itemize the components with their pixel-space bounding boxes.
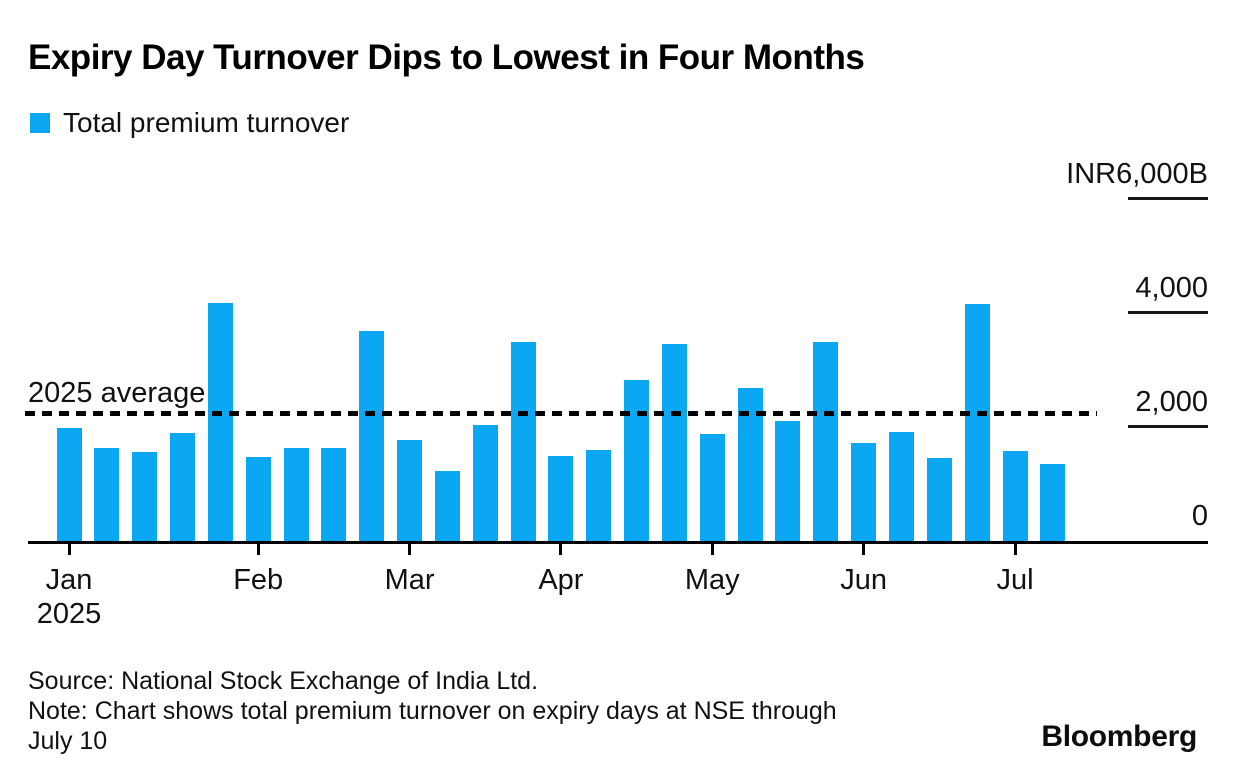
y-axis-label: INR6,000B (1066, 158, 1208, 190)
bar (813, 341, 839, 541)
y-axis-tick (1128, 425, 1208, 428)
source-note: Source: National Stock Exchange of India… (28, 666, 837, 756)
month-label: Feb (233, 564, 284, 596)
bar (964, 304, 990, 541)
chart-title: Expiry Day Turnover Dips to Lowest in Fo… (28, 38, 865, 77)
bar (624, 380, 650, 541)
y-axis-label: 4,000 (1135, 272, 1208, 304)
y-axis-label: 0 (1191, 500, 1208, 532)
average-line-label: 2025 average (28, 377, 206, 410)
bar (472, 424, 498, 541)
bar (207, 302, 233, 541)
bar (397, 440, 423, 541)
legend-swatch-icon (30, 113, 50, 133)
month-label: Apr (538, 564, 584, 596)
bloomberg-logo: Bloomberg (1041, 720, 1197, 753)
legend-label: Total premium turnover (63, 107, 350, 138)
bar (56, 427, 82, 541)
bar (321, 448, 347, 541)
bar (510, 341, 536, 541)
month-tick (256, 544, 260, 555)
bar (245, 457, 271, 541)
y-axis-tick (1128, 197, 1208, 200)
bar (888, 432, 914, 541)
bar (434, 470, 460, 541)
month-label: May (684, 564, 740, 596)
bar (283, 447, 309, 541)
month-tick (559, 544, 563, 555)
month-tick (1013, 544, 1017, 555)
bar (661, 343, 687, 541)
bar (699, 434, 725, 541)
month-label: Mar (384, 564, 435, 596)
bar (132, 451, 158, 541)
bar (586, 450, 612, 541)
y-axis-label: 2,000 (1135, 386, 1208, 418)
bar (170, 432, 196, 541)
month-tick (408, 544, 412, 555)
average-dashed-line (25, 410, 1097, 416)
month-label: Jun (840, 564, 887, 596)
source-line: Source: National Stock Exchange of India… (28, 667, 539, 695)
y-axis-tick (1128, 311, 1208, 314)
note-line-1: Note: Chart shows total premium turnover… (28, 697, 837, 725)
month-tick (67, 544, 71, 555)
bar (851, 442, 877, 541)
x-axis-line (28, 541, 1208, 544)
bar (359, 331, 385, 541)
bar (548, 456, 574, 541)
year-label: 2025 (36, 598, 102, 630)
month-tick (710, 544, 714, 555)
bar (94, 448, 120, 541)
month-label: Jul (996, 564, 1034, 596)
bar (1040, 464, 1066, 541)
note-line-2: July 10 (28, 727, 108, 755)
plot-area: INR6,000B 4,000 2,000 0 2025 average (25, 158, 1208, 541)
legend: Total premium turnover (30, 107, 349, 139)
bar (1002, 450, 1028, 541)
bar (926, 457, 952, 541)
bar (775, 421, 801, 541)
month-label: Jan 2025 (0, 563, 139, 631)
month-tick (862, 544, 866, 555)
